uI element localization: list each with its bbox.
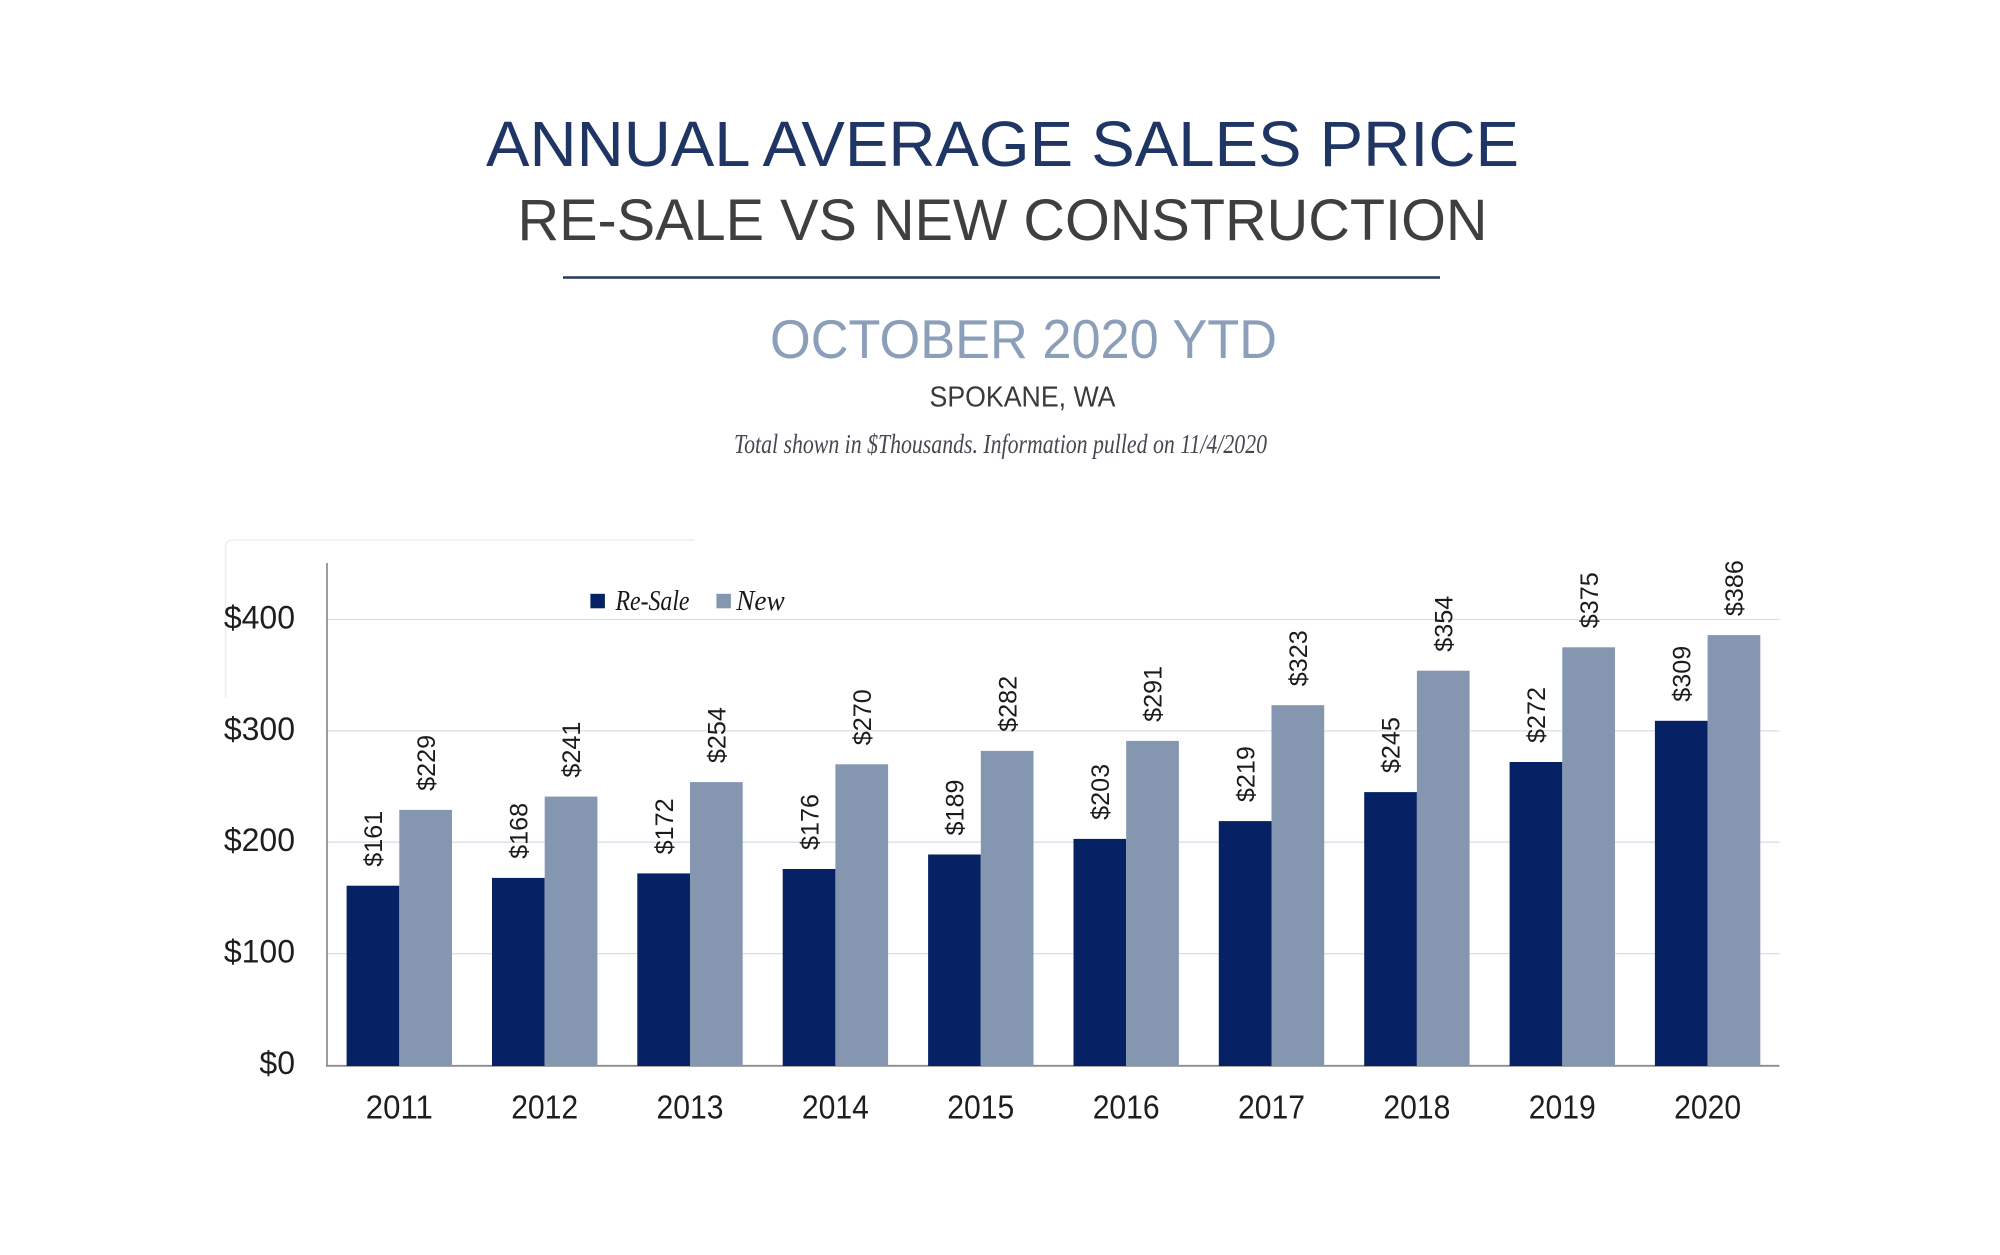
svg-text:$245: $245	[1378, 717, 1406, 773]
svg-text:$203: $203	[1087, 764, 1115, 820]
svg-text:Total shown in $Thousands. Inf: Total shown in $Thousands. Information p…	[734, 429, 1267, 459]
svg-text:$323: $323	[1285, 630, 1313, 686]
svg-text:2020: 2020	[1674, 1089, 1741, 1126]
svg-text:SPOKANE, WA: SPOKANE, WA	[930, 381, 1117, 413]
svg-text:ANNUAL AVERAGE SALES PRICE: ANNUAL AVERAGE SALES PRICE	[486, 108, 1519, 180]
svg-text:$282: $282	[994, 676, 1022, 732]
svg-text:2018: 2018	[1383, 1089, 1450, 1126]
svg-text:2012: 2012	[511, 1089, 578, 1126]
svg-text:RE-SALE VS NEW CONSTRUCTION: RE-SALE VS NEW CONSTRUCTION	[518, 188, 1488, 253]
svg-text:2014: 2014	[802, 1089, 869, 1126]
svg-text:Re-Sale: Re-Sale	[615, 586, 690, 617]
svg-text:2019: 2019	[1529, 1089, 1596, 1126]
svg-text:$270: $270	[849, 689, 877, 745]
svg-text:$300: $300	[224, 711, 295, 747]
svg-text:$189: $189	[942, 780, 970, 836]
svg-text:$354: $354	[1430, 596, 1458, 652]
svg-text:$172: $172	[651, 798, 679, 854]
svg-text:2016: 2016	[1093, 1089, 1160, 1126]
svg-text:$241: $241	[558, 722, 586, 778]
svg-text:2013: 2013	[657, 1089, 724, 1126]
svg-text:$254: $254	[704, 707, 732, 763]
svg-text:2017: 2017	[1238, 1089, 1305, 1126]
svg-text:2015: 2015	[947, 1089, 1014, 1126]
svg-text:$229: $229	[413, 735, 441, 791]
svg-text:$400: $400	[224, 600, 295, 636]
svg-text:$291: $291	[1140, 666, 1168, 722]
svg-text:New: New	[735, 586, 785, 617]
svg-text:$0: $0	[259, 1045, 295, 1081]
svg-text:$219: $219	[1232, 746, 1260, 802]
svg-text:$168: $168	[506, 803, 534, 859]
svg-text:$375: $375	[1576, 572, 1604, 628]
svg-text:$161: $161	[360, 811, 388, 867]
svg-text:$386: $386	[1721, 560, 1749, 616]
svg-text:OCTOBER 2020 YTD: OCTOBER 2020 YTD	[770, 308, 1277, 370]
svg-text:$200: $200	[224, 822, 295, 858]
svg-text:$272: $272	[1523, 687, 1551, 743]
svg-text:$176: $176	[796, 794, 824, 850]
svg-text:2011: 2011	[366, 1089, 433, 1126]
svg-text:$100: $100	[224, 934, 295, 970]
svg-text:$309: $309	[1669, 646, 1697, 702]
